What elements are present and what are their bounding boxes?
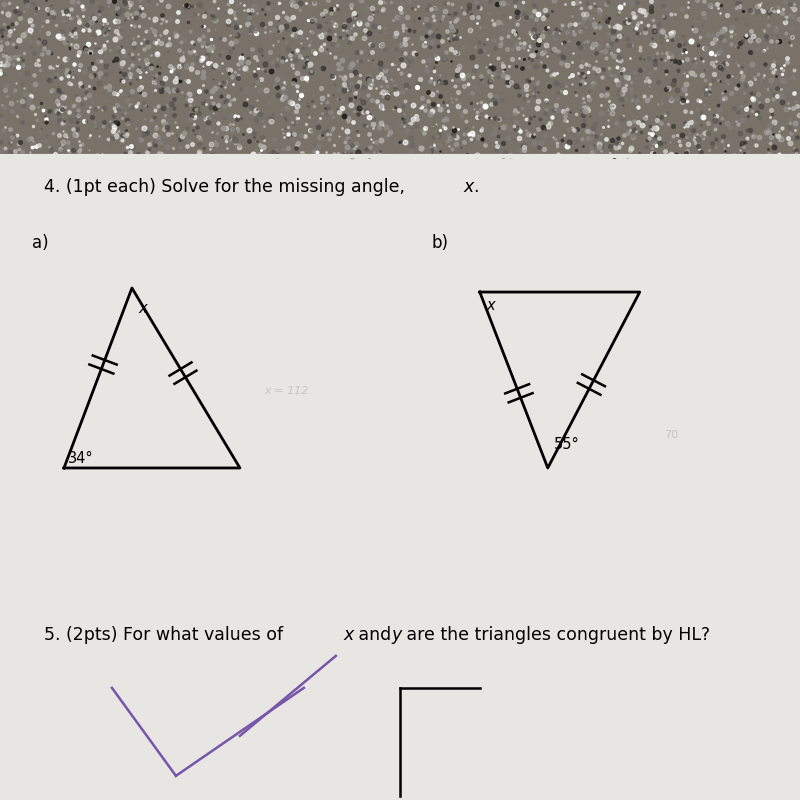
Text: a): a) — [32, 234, 49, 252]
Text: x = 112: x = 112 — [264, 386, 308, 396]
Text: 4. (1pt each) Solve for the missing angle,: 4. (1pt each) Solve for the missing angl… — [44, 178, 410, 196]
Text: x: x — [486, 298, 495, 314]
Text: x: x — [138, 301, 147, 316]
Text: x: x — [344, 626, 354, 644]
Text: 34°: 34° — [68, 450, 94, 466]
Text: are the triangles congruent by HL?: are the triangles congruent by HL? — [402, 626, 710, 644]
Text: b): b) — [432, 234, 449, 252]
Text: 55°: 55° — [554, 437, 580, 452]
Text: .: . — [474, 178, 479, 196]
Text: y: y — [392, 626, 402, 644]
Text: 5. (2pts) For what values of: 5. (2pts) For what values of — [44, 626, 289, 644]
Text: 70: 70 — [664, 430, 678, 440]
Bar — [0, 0, 800, 156]
Text: x: x — [464, 178, 474, 196]
Text: and: and — [354, 626, 397, 644]
